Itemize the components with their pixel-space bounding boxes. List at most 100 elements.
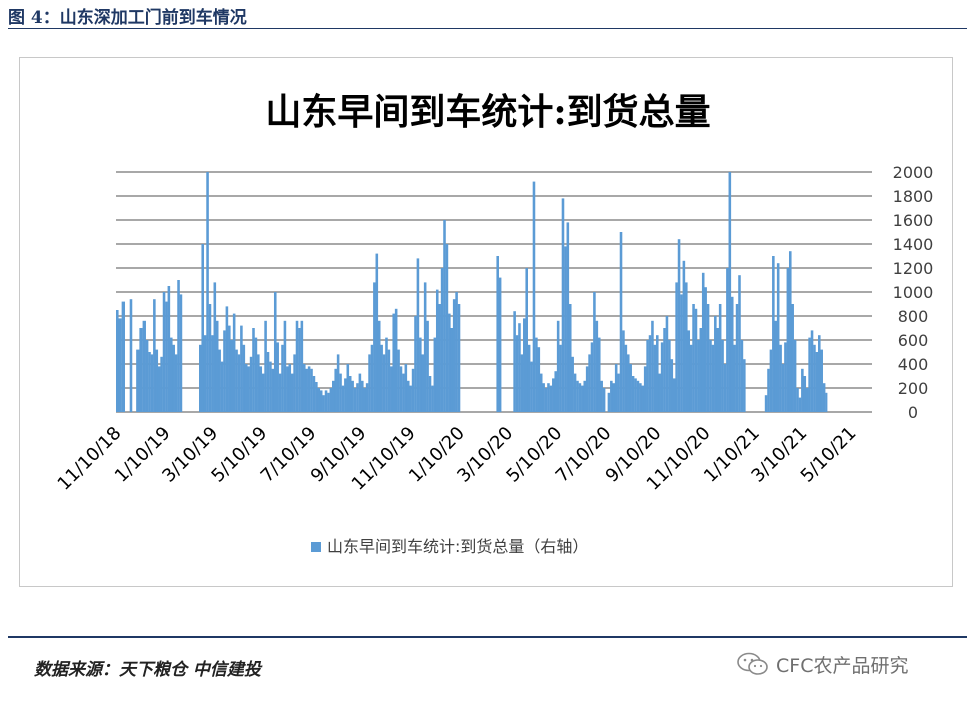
bar bbox=[689, 344, 693, 412]
y-tick-labels: 0 200 400 600 800 1000 1200 1400 1600 1800 2000 bbox=[893, 163, 934, 422]
bar bbox=[614, 364, 618, 412]
bar bbox=[786, 268, 790, 412]
bar bbox=[767, 368, 770, 412]
bar bbox=[576, 380, 579, 412]
bar bbox=[153, 299, 156, 412]
bar bbox=[535, 337, 538, 412]
bar bbox=[344, 378, 347, 412]
bar bbox=[411, 368, 415, 412]
y-tick-label: 0 bbox=[908, 403, 918, 422]
bar bbox=[769, 349, 773, 412]
bar bbox=[162, 292, 166, 412]
bar bbox=[406, 380, 410, 412]
bar bbox=[365, 383, 369, 412]
bar bbox=[220, 361, 224, 412]
bar bbox=[801, 368, 804, 412]
bar bbox=[617, 373, 620, 412]
bar bbox=[685, 282, 688, 412]
bar bbox=[726, 268, 729, 412]
bar bbox=[564, 246, 567, 412]
bar bbox=[692, 304, 695, 412]
bar bbox=[660, 342, 664, 412]
bar bbox=[249, 356, 253, 412]
bar bbox=[818, 335, 821, 412]
bar bbox=[798, 397, 802, 412]
bar bbox=[527, 344, 531, 412]
bar bbox=[723, 364, 727, 412]
y-tick-label: 1600 bbox=[893, 211, 934, 230]
bar bbox=[298, 328, 301, 412]
bar bbox=[788, 251, 792, 412]
bar bbox=[341, 385, 345, 412]
bar bbox=[322, 395, 325, 412]
source-note: 数据来源：天下粮仓 中信建投 bbox=[34, 660, 261, 680]
y-tick-label: 1400 bbox=[893, 235, 934, 254]
bar bbox=[358, 373, 362, 412]
bar bbox=[428, 376, 432, 412]
bar bbox=[392, 313, 396, 412]
bar bbox=[515, 335, 519, 412]
bar bbox=[716, 328, 720, 412]
bar bbox=[387, 349, 391, 412]
bar bbox=[743, 359, 746, 412]
bar bbox=[670, 359, 674, 412]
bar bbox=[295, 320, 299, 412]
bar bbox=[566, 222, 570, 412]
bar bbox=[622, 330, 625, 412]
bar bbox=[764, 395, 768, 412]
bar bbox=[339, 373, 342, 412]
bar bbox=[225, 306, 229, 412]
top-rule bbox=[8, 28, 967, 29]
bar bbox=[232, 313, 236, 412]
bar bbox=[310, 368, 313, 412]
bar bbox=[643, 366, 647, 412]
bar bbox=[600, 380, 603, 412]
bar bbox=[433, 337, 437, 412]
bar bbox=[636, 380, 640, 412]
legend: 山东早间到车统计:到货总量（右轴） bbox=[311, 537, 588, 556]
bar bbox=[784, 342, 787, 412]
bar bbox=[805, 388, 809, 412]
bar bbox=[273, 292, 277, 412]
bar bbox=[266, 352, 270, 412]
bar bbox=[704, 287, 707, 412]
bar bbox=[738, 275, 741, 412]
bar bbox=[348, 376, 352, 412]
bar bbox=[377, 320, 381, 412]
bar bbox=[672, 378, 676, 412]
bar bbox=[199, 344, 202, 412]
bar bbox=[825, 392, 828, 412]
bar bbox=[283, 320, 287, 412]
y-tick-label: 1800 bbox=[893, 187, 934, 206]
bar bbox=[634, 378, 637, 412]
bar bbox=[796, 388, 799, 412]
bar bbox=[779, 344, 782, 412]
bar bbox=[668, 340, 671, 412]
bar bbox=[554, 371, 558, 412]
bar bbox=[547, 383, 550, 412]
watermark: CFC农产品研究 bbox=[736, 649, 908, 679]
bar bbox=[718, 304, 722, 412]
watermark-text: CFC农产品研究 bbox=[776, 654, 909, 677]
bar bbox=[390, 366, 393, 412]
bar bbox=[597, 337, 601, 412]
bar bbox=[172, 344, 175, 412]
bar bbox=[721, 340, 724, 412]
bar bbox=[242, 344, 246, 412]
bar bbox=[317, 388, 321, 412]
bar bbox=[658, 373, 661, 412]
y-tick-label: 400 bbox=[898, 355, 929, 374]
bar bbox=[170, 337, 173, 412]
bar bbox=[230, 340, 234, 412]
bar bbox=[612, 383, 616, 412]
bar bbox=[810, 330, 814, 412]
bar bbox=[346, 364, 350, 412]
bar bbox=[656, 335, 659, 412]
bar bbox=[363, 388, 366, 412]
bar bbox=[271, 368, 275, 412]
bar bbox=[610, 380, 613, 412]
bar bbox=[165, 301, 168, 412]
bar bbox=[523, 318, 526, 412]
bar bbox=[694, 308, 698, 412]
bar bbox=[776, 263, 780, 412]
